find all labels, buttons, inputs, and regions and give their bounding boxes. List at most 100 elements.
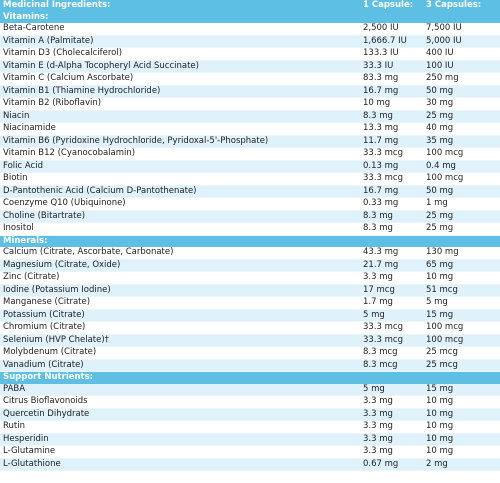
one-capsule-amount-cell: 133.3 IU [360,47,423,61]
three-capsules-amount-cell: 15 mg [423,383,500,396]
one-capsule-amount-cell: 11.7 mg [360,135,423,148]
one-capsule-amount-cell: 3.3 mg [360,445,423,459]
ingredient-name-cell: Magnesium (Citrate, Oxide) [0,259,360,272]
one-capsule-amount-cell: 33.3 IU [360,60,423,73]
ingredient-name-cell: Vitamin A (Palmitate) [0,35,360,48]
ingredient-name-cell: Vitamin B12 (Cyanocobalamin) [0,147,360,161]
one-capsule-amount-cell: 8.3 mg [360,222,423,236]
three-capsules-amount-cell: 51 mcg [423,284,500,297]
ingredient-name-cell: Biotin [0,172,360,186]
table-row: Inositol 8.3 mg 25 mg [0,222,500,236]
three-capsules-amount-cell: 0.4 mg [423,160,500,173]
table-row: Rutin 3.3 mg 10 mg [0,420,500,434]
one-capsule-amount-cell: 17 mcg [360,284,423,297]
three-capsules-amount-cell: 10 mg [423,445,500,459]
three-capsules-amount-cell: 15 mg [423,309,500,322]
table-row: Magnesium (Citrate, Oxide) 21.7 mg 65 mg [0,259,500,272]
one-capsule-amount-cell: 3.3 mg [360,271,423,285]
one-capsule-amount-cell: 8.3 mcg [360,346,423,360]
ingredient-name-cell: Citrus Bioflavonoids [0,395,360,409]
ingredient-name-cell: Niacin [0,110,360,123]
ingredient-name-cell: Calcium (Citrate, Ascorbate, Carbonate) [0,247,360,260]
three-capsules-amount-cell: 50 mg [423,185,500,198]
section-title: Support Nutrients: [0,371,500,384]
one-capsule-amount-cell: 33.3 mcg [360,172,423,186]
ingredient-name-cell: Niacinamide [0,122,360,136]
three-capsules-amount-cell: 10 mg [423,395,500,409]
three-capsules-amount-cell: 250 mg [423,72,500,86]
one-capsule-column-header: 1 Capsule: [360,0,423,12]
section-header-row: Support Nutrients: [0,371,500,384]
table-row: Vitamin A (Palmitate) 1,666.7 IU 5,000 IU [0,35,500,48]
one-capsule-amount-cell: 8.3 mcg [360,359,423,372]
table-row: Choline (Bitartrate) 8.3 mg 25 mg [0,210,500,223]
three-capsules-amount-cell: 10 mg [423,271,500,285]
one-capsule-amount-cell: 5 mg [360,309,423,322]
three-capsules-amount-cell: 10 mg [423,420,500,434]
table-row: Manganese (Citrate) 1.7 mg 5 mg [0,296,500,310]
ingredient-name-cell: Choline (Bitartrate) [0,210,360,223]
ingredient-name-cell: Zinc (Citrate) [0,271,360,285]
one-capsule-amount-cell: 16.7 mg [360,85,423,98]
table-row: PABA 5 mg 15 mg [0,383,500,396]
one-capsule-amount-cell: 5 mg [360,383,423,396]
three-capsules-amount-cell: 100 mcg [423,147,500,161]
one-capsule-amount-cell: 21.7 mg [360,259,423,272]
one-capsule-amount-cell: 3.3 mg [360,420,423,434]
three-capsules-amount-cell: 40 mg [423,122,500,136]
table-row: Beta-Carotene 2,500 IU 7,500 IU [0,23,500,36]
table-row: Vitamin C (Calcium Ascorbate) 83.3 mg 250 … [0,72,500,86]
table-row: Calcium (Citrate, Ascorbate, Carbonate) 4… [0,247,500,260]
three-capsules-amount-cell: 10 mg [423,433,500,446]
ingredient-name-cell: Vitamin B2 (Riboflavin) [0,97,360,111]
three-capsules-amount-cell: 100 mcg [423,334,500,347]
section-title: Vitamins: [0,11,500,23]
ingredient-name-cell: PABA [0,383,360,396]
one-capsule-amount-cell: 3.3 mg [360,433,423,446]
three-capsules-amount-cell: 25 mcg [423,359,500,372]
three-capsules-column-header: 3 Capsules: [423,0,500,12]
ingredient-name-cell: Selenium (HVP Chelate)† [0,334,360,347]
table-row: L-Glutamine 3.3 mg 10 mg [0,445,500,459]
three-capsules-amount-cell: 2 mg [423,458,500,471]
table-row: Iodine (Potassium Iodine) 17 mcg 51 mcg [0,284,500,297]
ingredient-name-cell: Folic Acid [0,160,360,173]
table-row: Coenzyme Q10 (Ubiquinone) 0.33 mg 1 mg [0,197,500,211]
one-capsule-amount-cell: 0.67 mg [360,458,423,471]
table-row: Vitamin B2 (Riboflavin) 10 mg 30 mg [0,97,500,111]
section-header-row: Vitamins: [0,11,500,23]
ingredient-name-cell: Beta-Carotene [0,23,360,36]
three-capsules-amount-cell: 130 mg [423,247,500,260]
one-capsule-amount-cell: 3.3 mg [360,408,423,421]
table-row: Vitamin B12 (Cyanocobalamin) 33.3 mcg 100 … [0,147,500,161]
three-capsules-amount-cell: 30 mg [423,97,500,111]
table-row: Vitamin D3 (Cholecalciferol) 133.3 IU 400 … [0,47,500,61]
section-header-row: Minerals: [0,235,500,247]
ingredient-name-cell: Coenzyme Q10 (Ubiquinone) [0,197,360,211]
ingredient-column-header: Medicinal Ingredients: [0,0,360,12]
ingredient-name-cell: Vanadium (Citrate) [0,359,360,372]
ingredient-name-cell: Manganese (Citrate) [0,296,360,310]
three-capsules-amount-cell: 25 mcg [423,346,500,360]
section-title: Minerals: [0,235,500,247]
table-row: Potassium (Citrate) 5 mg 15 mg [0,309,500,322]
three-capsules-amount-cell: 35 mg [423,135,500,148]
three-capsules-amount-cell: 1 mg [423,197,500,211]
table-row: Vitamin B1 (Thiamine Hydrochloride) 16.7 … [0,85,500,98]
table-row: Vitamin B6 (Pyridoxine Hydrochloride, Py… [0,135,500,148]
ingredient-name-cell: Vitamin B1 (Thiamine Hydrochloride) [0,85,360,98]
table-row: Chromium (Citrate) 33.3 mcg 100 mcg [0,321,500,335]
three-capsules-amount-cell: 100 mcg [423,321,500,335]
ingredient-name-cell: Chromium (Citrate) [0,321,360,335]
three-capsules-amount-cell: 25 mg [423,110,500,123]
ingredient-name-cell: L-Glutamine [0,445,360,459]
ingredient-name-cell: Hesperidin [0,433,360,446]
one-capsule-amount-cell: 1.7 mg [360,296,423,310]
ingredient-name-cell: Molybdenum (Citrate) [0,346,360,360]
ingredient-name-cell: Vitamin E (d-Alpha Tocopheryl Acid Succi… [0,60,360,73]
table-body: Vitamins: Beta-Carotene 2,500 IU 7,500 IU Vi… [0,11,500,471]
ingredient-name-cell: Quercetin Dihydrate [0,408,360,421]
one-capsule-amount-cell: 0.33 mg [360,197,423,211]
table-row: Molybdenum (Citrate) 8.3 mcg 25 mcg [0,346,500,360]
one-capsule-amount-cell: 83.3 mg [360,72,423,86]
